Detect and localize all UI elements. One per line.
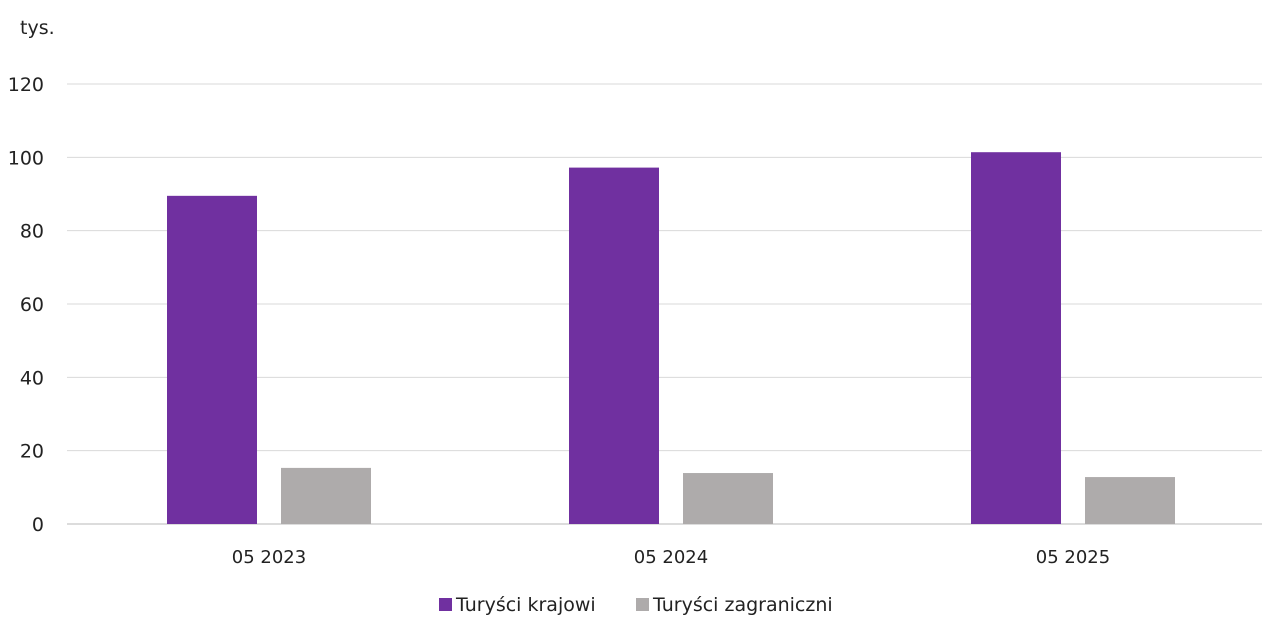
y-tick-label: 100 <box>8 147 44 169</box>
y-tick-label: 20 <box>20 441 44 463</box>
bar-foreign-2 <box>1085 477 1175 524</box>
bar-domestic-0 <box>167 195 257 525</box>
x-category-label: 05 2025 <box>1036 547 1110 568</box>
bar-foreign-0 <box>281 467 371 524</box>
bar-domestic-1 <box>569 167 659 524</box>
x-category-label: 05 2023 <box>232 547 306 568</box>
y-tick-label: 80 <box>20 221 44 243</box>
y-tick-label: 40 <box>20 367 44 389</box>
y-tick-label: 120 <box>8 74 44 96</box>
legend-swatch <box>439 598 452 611</box>
y-axis-unit-label: tys. <box>20 17 55 39</box>
legend-swatch <box>636 598 649 611</box>
bar-foreign-1 <box>683 473 773 524</box>
y-tick-label: 60 <box>20 294 44 316</box>
legend-label: Turyści zagraniczni <box>652 594 833 616</box>
x-category-label: 05 2024 <box>634 547 708 568</box>
legend-label: Turyści krajowi <box>455 594 596 616</box>
legend-item: Turyści krajowi <box>439 594 596 616</box>
bars <box>167 152 1175 525</box>
x-axis-labels: 05 2023 05 2024 05 2025 <box>232 547 1110 568</box>
y-tick-label: 0 <box>32 514 44 536</box>
legend: Turyści krajowi Turyści zagraniczni <box>439 594 833 616</box>
legend-item: Turyści zagraniczni <box>636 594 833 616</box>
gridlines <box>67 83 1262 525</box>
y-axis-ticks: 0 20 40 60 80 100 120 <box>8 74 44 536</box>
bar-domestic-2 <box>971 152 1061 524</box>
